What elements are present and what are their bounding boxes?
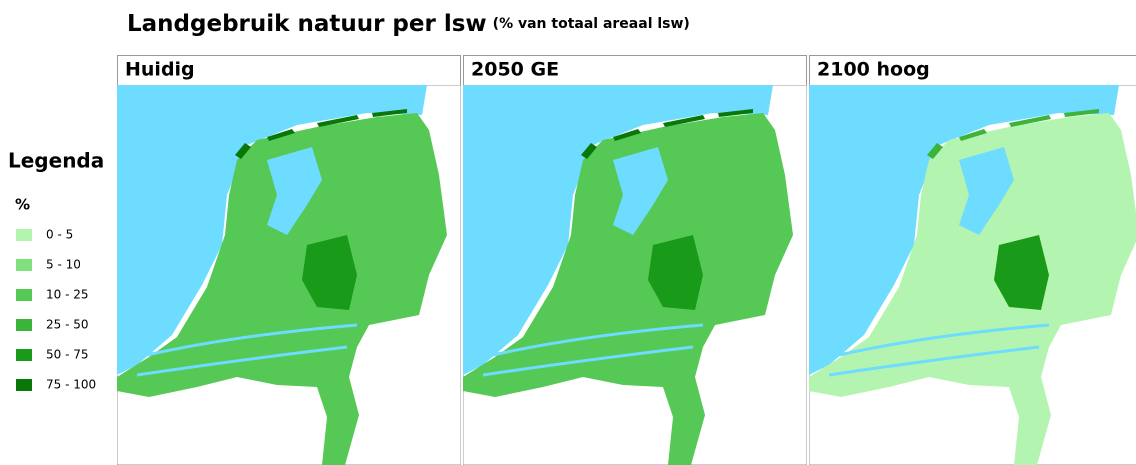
panel-title: 2050 GE [471, 59, 559, 81]
legend-label: 25 - 50 [46, 318, 89, 332]
panel-header [117, 55, 461, 86]
map [463, 85, 807, 465]
legend-label: 50 - 75 [46, 348, 89, 362]
legend-label: 5 - 10 [46, 258, 81, 272]
map [117, 85, 461, 465]
panel-header [809, 55, 1136, 86]
legend-swatch [16, 229, 32, 241]
legend-swatch [16, 289, 32, 301]
legend: 0 - 5 5 - 10 10 - 25 25 - 50 50 - 75 75 - 100 [16, 228, 96, 392]
legend-label: 10 - 25 [46, 288, 89, 302]
panel: 2050 GE [463, 55, 807, 465]
legend-label: 75 - 100 [46, 378, 96, 392]
legend-swatch [16, 319, 32, 331]
legend-label: 0 - 5 [46, 228, 73, 242]
panel: Huidig [117, 55, 461, 465]
legend-swatch [16, 379, 32, 391]
panel: 2100 hoog [809, 55, 1136, 465]
panel-header [463, 55, 807, 86]
legend-unit: % [15, 196, 30, 214]
title: Landgebruik natuur per lsw (% van totaal … [127, 11, 690, 37]
legend-swatch [16, 349, 32, 361]
legend-title: Legenda [8, 149, 104, 173]
map [809, 85, 1136, 465]
panel-title: 2100 hoog [817, 59, 930, 81]
panel-title: Huidig [125, 59, 195, 81]
legend-swatch [16, 259, 32, 271]
